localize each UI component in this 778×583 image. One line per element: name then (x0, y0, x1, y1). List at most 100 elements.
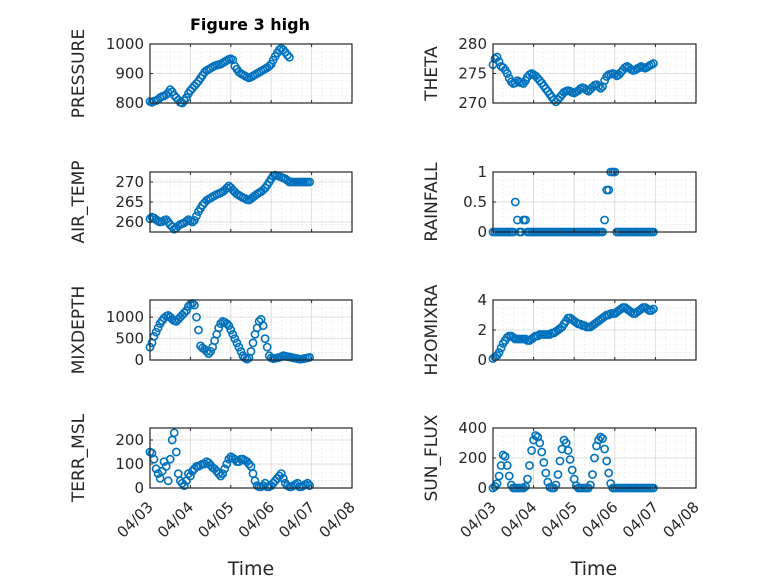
y-axis-label: H2OMIXRA (422, 284, 442, 375)
data-point (588, 470, 597, 479)
x-axis-title-left: Time (227, 558, 275, 580)
x-tick-label: 04/03 (114, 498, 157, 541)
data-point (151, 327, 161, 337)
subplot-4: 0 0.5 1 RAINFALL (422, 162, 697, 242)
data-point (563, 446, 573, 455)
data-point (616, 304, 626, 314)
data-point (510, 197, 520, 207)
data-point (278, 473, 288, 483)
data-point (580, 321, 589, 330)
data-point (214, 323, 224, 333)
data-point (598, 434, 607, 443)
subplot-1: 800 900 1000 PRESSURE (69, 29, 353, 118)
data-point (214, 469, 224, 478)
data-point (557, 444, 567, 454)
y-axis-label: SUN_FLUX (422, 414, 442, 501)
data-point (163, 476, 173, 486)
data-point (282, 175, 292, 185)
data-point (523, 474, 532, 484)
data-point (502, 333, 512, 342)
y-tick-label: 1000 (106, 35, 144, 53)
data-point (604, 310, 614, 320)
y-tick-label: 0 (134, 479, 144, 497)
data-point (508, 333, 518, 342)
y-tick-label: 0.5 (463, 193, 487, 211)
x-tick-label: 04/07 (619, 498, 662, 541)
data-point (181, 93, 191, 103)
data-point (234, 342, 244, 352)
data-point (278, 45, 288, 55)
data-point (179, 481, 189, 490)
data-point (496, 461, 506, 470)
data-point (181, 306, 191, 316)
y-tick-label: 1 (477, 163, 487, 181)
data-point (305, 481, 314, 490)
x-tick-label: 04/04 (497, 498, 540, 541)
data-point (258, 481, 268, 490)
data-point (527, 446, 536, 455)
y-tick-label: 280 (458, 35, 487, 53)
data-point (543, 477, 553, 487)
y-tick-label: 270 (115, 173, 144, 191)
data-point (649, 304, 658, 314)
data-point (567, 465, 577, 475)
y-tick-label: 0 (134, 351, 144, 369)
data-point (506, 77, 516, 87)
data-point (244, 459, 254, 469)
x-tick-label: 04/05 (538, 498, 581, 541)
data-point (167, 222, 177, 232)
data-point (250, 476, 260, 486)
data-point (602, 456, 612, 466)
data-point (222, 459, 232, 469)
y-axis-label: THETA (422, 46, 442, 102)
data-point (535, 76, 545, 85)
data-point (305, 352, 314, 362)
data-point (496, 343, 506, 353)
subplot-3: 260 265 270 AIR_TEMP (69, 161, 353, 244)
data-point (604, 468, 614, 478)
data-point (260, 334, 270, 343)
data-point (533, 331, 543, 341)
y-tick-label: 100 (115, 455, 144, 473)
data-point (226, 325, 236, 335)
x-tick-label: 04/07 (275, 498, 318, 541)
y-axis-label: AIR_TEMP (69, 161, 89, 244)
data-point (258, 321, 268, 331)
data-point (171, 447, 181, 457)
data-point (220, 464, 230, 474)
data-point (153, 323, 163, 333)
data-point (218, 469, 228, 478)
data-point (216, 319, 226, 328)
data-point (502, 69, 512, 78)
y-tick-label: 200 (458, 449, 487, 467)
data-point (600, 444, 609, 454)
data-point (594, 82, 603, 91)
y-tick-label: 900 (115, 65, 144, 83)
x-tick-label: 04/06 (235, 498, 278, 541)
y-axis-label: PRESSURE (69, 29, 89, 118)
y-axis-label: RAINFALL (422, 162, 442, 242)
data-point (513, 215, 522, 225)
data-point (555, 456, 565, 466)
data-point (586, 480, 595, 490)
data-point (521, 215, 530, 225)
data-point (600, 215, 609, 225)
data-point (264, 61, 274, 71)
data-point (553, 470, 563, 479)
subplot-7: 0 100 200 TERR_MSL 04/0304/0404/0504/0604/07… (69, 413, 359, 541)
y-axis-label: MIXDEPTH (69, 286, 89, 375)
y-tick-label: 400 (458, 419, 487, 437)
data-point (248, 338, 258, 348)
data-point (282, 50, 292, 60)
data-point (551, 480, 561, 490)
data-point (565, 455, 575, 464)
data-point (504, 471, 514, 481)
subplot-8: 0 200 400 SUN_FLUX 04/0304/0404/0504/0604/07… (422, 414, 703, 541)
y-tick-label: 0 (477, 223, 487, 241)
data-point (262, 342, 272, 352)
data-point (189, 215, 199, 225)
x-axis-title-right: Time (570, 558, 618, 580)
data-point (649, 59, 658, 68)
data-point (500, 452, 510, 461)
data-point (636, 304, 646, 314)
